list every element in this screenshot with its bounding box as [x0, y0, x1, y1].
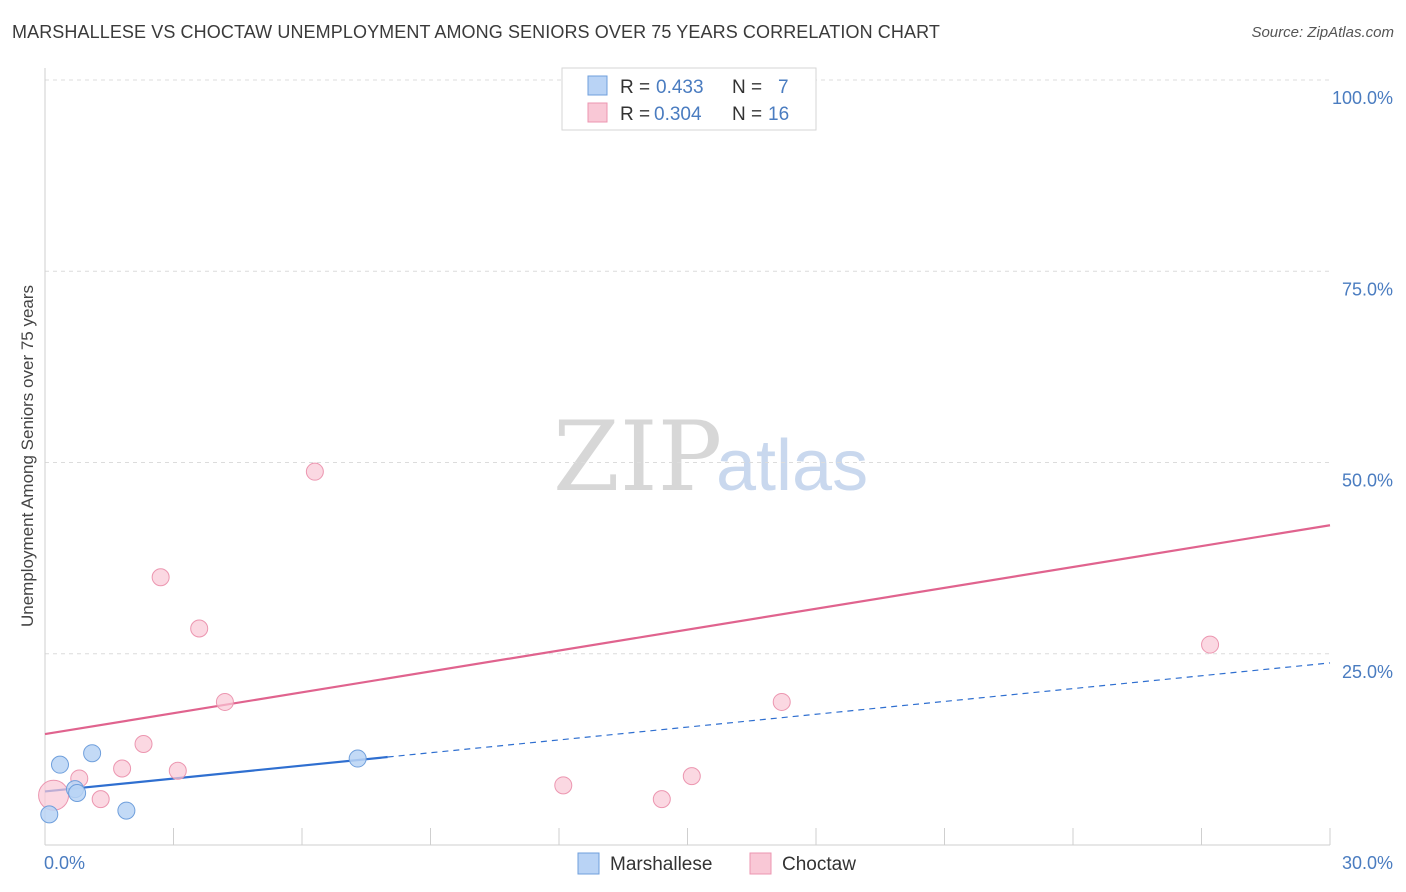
- choctaw-series-swatch: [749, 852, 772, 875]
- y-tick-labels: 100.0% 75.0% 50.0% 25.0%: [1332, 88, 1393, 682]
- choctaw-point: [772, 692, 791, 711]
- choctaw-point: [215, 692, 234, 711]
- y-tick-label-25: 25.0%: [1342, 662, 1393, 682]
- marshallese-n-label: N =: [732, 77, 762, 98]
- y-tick-label-100: 100.0%: [1332, 88, 1393, 108]
- choctaw-point: [168, 761, 187, 780]
- marshallese-point: [117, 801, 136, 820]
- source-credit: Source: ZipAtlas.com: [1251, 24, 1394, 41]
- series-legend: Marshallese Choctaw: [577, 852, 856, 875]
- choctaw-point: [38, 779, 70, 811]
- marshallese-n-value: 7: [778, 77, 789, 98]
- marshallese-point: [40, 805, 59, 824]
- choctaw-point: [554, 776, 573, 795]
- choctaw-n-value: 16: [768, 104, 789, 125]
- choctaw-point: [190, 619, 209, 638]
- trend-lines: [44, 524, 1331, 793]
- choctaw-n-label: N =: [732, 104, 762, 125]
- y-tick-label-50: 50.0%: [1342, 471, 1393, 491]
- choctaw-point: [113, 759, 132, 778]
- choctaw-point: [305, 462, 324, 481]
- choctaw-point: [652, 790, 671, 809]
- marshallese-r-label: R =: [620, 77, 650, 98]
- gridlines: [45, 79, 1330, 655]
- marshallese-trend-extension: [387, 662, 1331, 758]
- watermark-atlas: atlas: [716, 426, 868, 506]
- chart-title: MARSHALLESE VS CHOCTAW UNEMPLOYMENT AMON…: [12, 22, 940, 42]
- marshallese-r-value: 0.433: [656, 77, 704, 98]
- y-tick-label-75: 75.0%: [1342, 279, 1393, 299]
- choctaw-point: [91, 790, 110, 809]
- marshallese-series-label: Marshallese: [610, 854, 712, 875]
- choctaw-series-label: Choctaw: [782, 854, 856, 875]
- x-tick-label-min: 0.0%: [44, 853, 85, 873]
- marshallese-point: [348, 749, 367, 768]
- x-tick-marks: [173, 828, 1331, 845]
- marshallese-trend-line: [44, 755, 388, 793]
- y-axis-label: Unemployment Among Seniors over 75 years: [18, 285, 37, 627]
- choctaw-r-value: 0.304: [654, 104, 702, 125]
- marshallese-point: [50, 755, 69, 774]
- marshallese-legend-swatch: [587, 75, 608, 96]
- marshallese-point: [83, 744, 102, 763]
- watermark: ZIP atlas: [553, 401, 868, 513]
- watermark-zip: ZIP: [553, 401, 722, 513]
- x-tick-label-max: 30.0%: [1342, 853, 1393, 873]
- marshallese-point: [68, 783, 87, 802]
- choctaw-point: [682, 767, 701, 786]
- choctaw-trend-line: [44, 524, 1331, 736]
- choctaw-point: [151, 568, 170, 587]
- marshallese-series-swatch: [577, 852, 600, 875]
- stats-legend: R = 0.433 N = 7 R = 0.304 N = 16: [561, 67, 817, 131]
- choctaw-point: [1201, 635, 1220, 654]
- choctaw-point: [134, 735, 153, 754]
- choctaw-legend-swatch: [587, 102, 608, 123]
- choctaw-r-label: R =: [620, 104, 650, 125]
